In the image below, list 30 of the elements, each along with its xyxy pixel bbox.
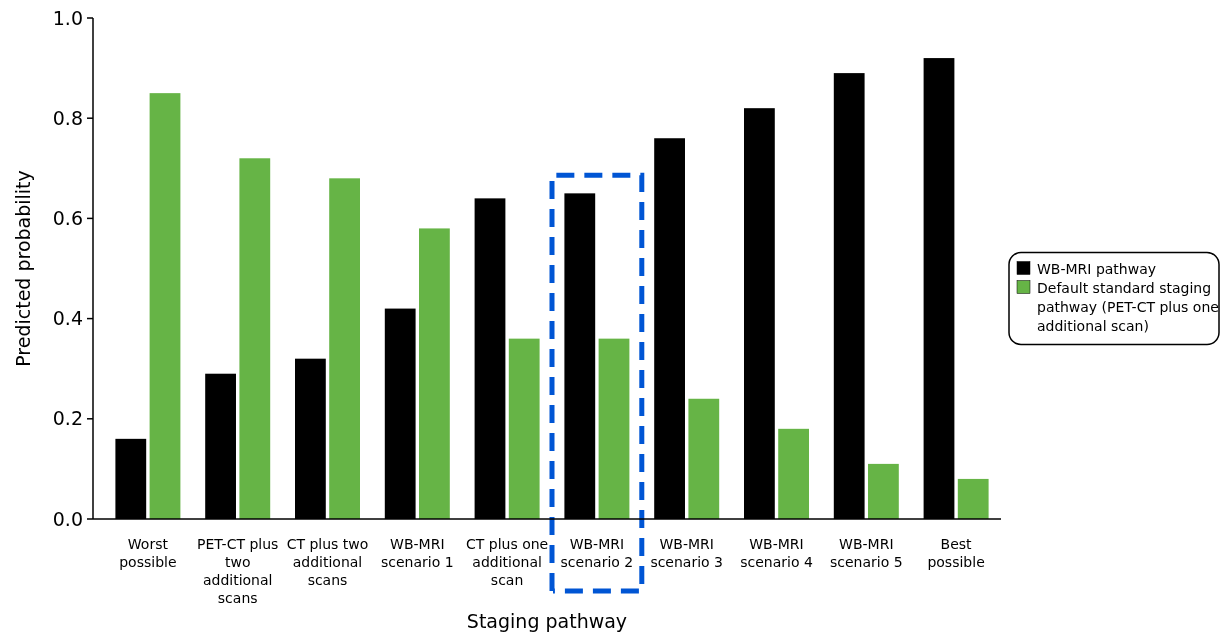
x-tick-label: Best possible	[927, 536, 985, 570]
bar	[688, 398, 720, 519]
bar	[778, 428, 809, 519]
y-tick-label: 1.0	[52, 6, 83, 29]
legend-label: Default standard staging pathway (PET-CT plus one additional scan)	[1037, 279, 1219, 334]
x-tick-label: CT plus two additional scans	[286, 536, 369, 588]
bar	[329, 178, 360, 519]
x-tick-label: CT plus one additional scan	[465, 536, 549, 588]
bar	[868, 463, 899, 519]
x-tick-label: Worst possible	[119, 536, 177, 570]
bar	[149, 93, 181, 519]
y-tick-label: 0.6	[52, 207, 83, 230]
legend-label: WB-MRI pathway	[1037, 260, 1157, 277]
y-axis-title: Predicted probability	[12, 170, 34, 367]
x-tick-label: WB-MRI scenario 1	[380, 536, 454, 570]
x-tick-label: WB-MRI scenario 4	[740, 536, 813, 570]
x-tick-label: WB-MRI scenario 2	[560, 536, 634, 570]
x-tick-label: WB-MRI scenario 5	[829, 536, 903, 570]
bar	[598, 338, 630, 519]
bar	[419, 228, 450, 519]
y-tick-label: 0.4	[52, 307, 83, 330]
x-tick-label: PET-CT plus two additional scans	[197, 536, 279, 606]
bar	[508, 338, 540, 519]
y-tick-label: 0.8	[52, 106, 83, 129]
bar	[239, 158, 271, 519]
bar	[957, 478, 989, 519]
y-tick-label: 0.2	[52, 407, 83, 430]
x-axis-title: Staging pathway	[466, 610, 628, 632]
y-tick-label: 0.0	[52, 507, 83, 530]
x-tick-label: WB-MRI scenario 3	[650, 536, 724, 570]
